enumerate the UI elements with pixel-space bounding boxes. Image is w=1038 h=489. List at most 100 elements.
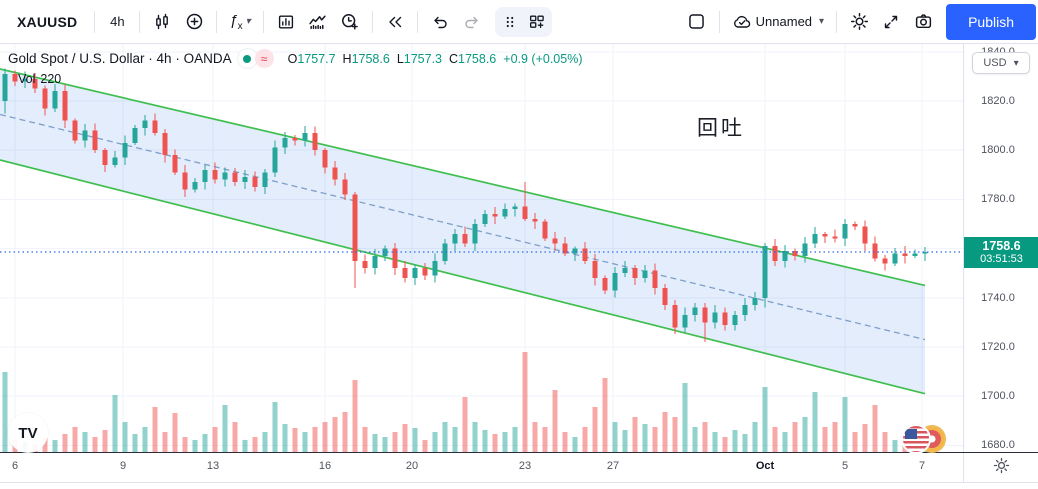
chart-pane[interactable]: Gold Spot / U.S. Dollar · 4h · OANDA ≈ O… <box>0 44 963 453</box>
tradingview-logo[interactable]: TV <box>8 413 48 453</box>
redo-button[interactable] <box>457 7 487 37</box>
candle-body <box>262 172 268 188</box>
volume-bar <box>312 427 318 452</box>
candle-body <box>502 209 508 217</box>
publish-button[interactable]: Publish <box>946 3 1036 40</box>
snapshot-button[interactable] <box>908 7 938 37</box>
candle-body <box>702 307 708 323</box>
candle-body <box>452 233 458 244</box>
cloud-layout-button[interactable]: Unnamed ▾ <box>727 7 829 37</box>
symbol-button[interactable]: XAUUSD <box>12 7 87 37</box>
volume-bar <box>252 437 258 452</box>
volume-bar <box>102 430 108 452</box>
volume-bar <box>242 440 248 452</box>
drag-grid-icon <box>502 14 518 30</box>
volume-label: Vol <box>18 72 36 86</box>
volume-bar <box>392 432 398 452</box>
volume-bar <box>62 434 68 452</box>
volume-bar <box>672 417 678 452</box>
time-tick-label: 20 <box>405 460 419 472</box>
fullscreen-button[interactable] <box>876 7 906 37</box>
price-tick-label: 1780.0 <box>981 193 1015 206</box>
volume-bar <box>92 437 98 452</box>
settings-gear-icon[interactable] <box>993 457 1010 479</box>
candle-body <box>302 132 308 141</box>
undo-button[interactable] <box>425 7 455 37</box>
candle-body <box>512 206 518 210</box>
currency-selector[interactable]: USD ▾ <box>972 52 1030 74</box>
candle-body <box>172 155 178 173</box>
candle-body <box>72 120 78 141</box>
price-axis[interactable]: 1840.01820.01800.01780.01740.01720.01700… <box>963 44 1038 452</box>
candle-body <box>622 268 628 274</box>
candle-body <box>372 255 378 269</box>
volume-bar <box>622 430 628 452</box>
candle-body <box>892 253 898 264</box>
candle-body <box>842 223 848 239</box>
candle-body <box>102 150 108 165</box>
change-value: +0.9 (+0.05%) <box>503 51 583 66</box>
candle-body <box>212 169 218 180</box>
candle-body <box>672 305 678 328</box>
channel-fill[interactable] <box>0 68 925 394</box>
candle-body <box>422 268 428 276</box>
candle-body <box>922 252 928 254</box>
price-tick-label: 1740.0 <box>981 291 1015 304</box>
volume-bar <box>862 424 868 452</box>
volume-legend[interactable]: Vol 220 <box>18 72 61 86</box>
volume-bar <box>202 434 208 452</box>
channel-mid-line[interactable] <box>0 113 926 341</box>
drag-handle-button[interactable] <box>497 9 523 35</box>
volume-bar <box>652 427 658 452</box>
chart-canvas[interactable] <box>0 44 963 452</box>
multichart-layout-button[interactable] <box>523 9 550 35</box>
volume-bar <box>742 434 748 452</box>
axis-settings-corner[interactable] <box>963 453 1038 483</box>
time-tick-label: 13 <box>206 460 220 472</box>
volume-bar <box>82 432 88 452</box>
candle-body <box>122 142 128 158</box>
us-flag-icon <box>903 426 929 452</box>
volume-bar <box>422 440 428 452</box>
high-value: 1758.6 <box>351 51 390 66</box>
replay-button[interactable] <box>380 7 410 37</box>
volume-bar <box>72 427 78 452</box>
candle-body <box>872 243 878 259</box>
candle-body <box>782 251 788 261</box>
compare-button[interactable] <box>179 7 209 37</box>
text-annotation[interactable]: 回吐 <box>697 117 745 140</box>
candle-style-button[interactable] <box>147 7 177 37</box>
alert-button[interactable] <box>335 7 365 37</box>
interval-button[interactable]: 4h <box>102 7 132 37</box>
last-price-badge: 1758.6 03:51:53 <box>964 237 1038 268</box>
chart-legend: Gold Spot / U.S. Dollar · 4h · OANDA ≈ O… <box>8 49 582 68</box>
candle-body <box>572 248 578 254</box>
symbol-description-label[interactable]: Gold Spot / U.S. Dollar · 4h · OANDA <box>8 51 232 66</box>
volume-bar <box>532 422 538 452</box>
price-tick-label: 1700.0 <box>981 390 1015 403</box>
save-layout-button[interactable] <box>682 7 712 37</box>
indicators-button[interactable]: ƒx ▾ <box>224 7 255 37</box>
time-axis[interactable]: 6 9 13 16 20 23 27 Oct 5 7 <box>0 452 1038 483</box>
open-value: 1757.7 <box>297 51 336 66</box>
camera-icon <box>914 12 933 31</box>
delayed-data-icon[interactable]: ≈ <box>254 49 274 68</box>
volume-bar <box>42 438 48 452</box>
candle-body <box>522 206 528 220</box>
bar-countdown: 03:51:53 <box>980 253 1023 265</box>
channel-lower-line[interactable] <box>0 159 926 395</box>
indicator-templates-button[interactable] <box>271 7 301 37</box>
channel-upper-line[interactable] <box>0 68 926 287</box>
volume-bar <box>402 424 408 452</box>
market-status-dot-icon[interactable] <box>237 49 257 68</box>
fullscreen-icon <box>882 13 900 31</box>
chart-settings-button[interactable] <box>844 7 874 37</box>
forecast-button[interactable] <box>303 7 333 37</box>
volume-bar <box>782 432 788 452</box>
volume-bar <box>682 383 688 452</box>
candlestick-chart[interactable] <box>0 44 963 457</box>
toolbar-separator <box>216 10 218 33</box>
candle-body <box>532 219 538 222</box>
volume-bar <box>342 412 348 452</box>
volume-bar <box>732 430 738 452</box>
